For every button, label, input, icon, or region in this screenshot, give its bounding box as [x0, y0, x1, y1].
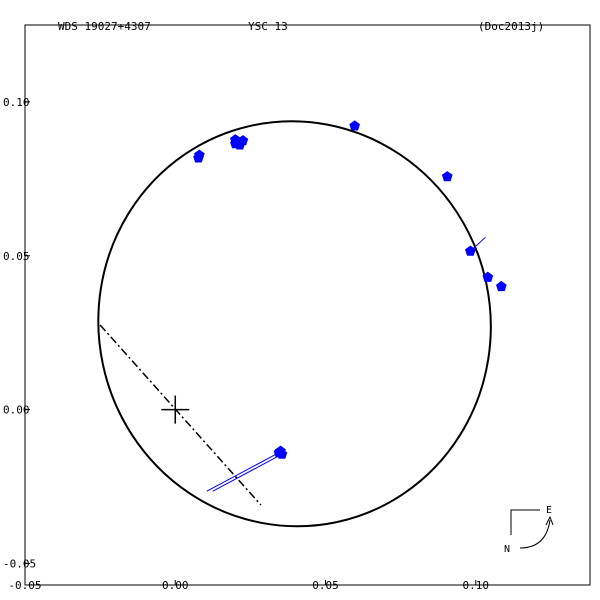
header-discoverer-label: YSC 13 — [248, 20, 288, 33]
compass-axes — [510, 509, 540, 535]
residual-line — [206, 452, 280, 492]
orbit-ellipse — [97, 120, 492, 528]
y-tick-label: -0.05 — [3, 557, 36, 570]
observation-point — [465, 245, 476, 256]
observation-point — [349, 120, 360, 131]
header-wds-label: WDS 19027+4307 — [58, 20, 151, 33]
observation-point — [441, 171, 453, 182]
y-tick-label: 0.10 — [3, 96, 30, 109]
observation-point — [496, 280, 507, 292]
plot-frame — [24, 24, 591, 586]
residual-line — [212, 453, 283, 492]
observation-point — [194, 149, 205, 160]
header-reference-label: (Doc2013j) — [478, 20, 544, 33]
compass-east-label: E — [546, 505, 552, 516]
x-axis-ticks: -0.05 0.00 0.05 0.10 — [8, 579, 489, 592]
residual-lines — [206, 236, 486, 492]
observation-point — [482, 271, 494, 282]
x-tick-label: 0.10 — [463, 579, 490, 592]
observation-points — [193, 120, 507, 459]
compass: E N — [504, 505, 554, 555]
y-axis-ticks: 0.10 0.05 0.00 -0.05 — [3, 96, 36, 571]
y-tick-label: 0.05 — [3, 250, 30, 263]
x-tick-label: 0.05 — [312, 579, 339, 592]
compass-arrowhead — [545, 515, 554, 526]
observation-point — [275, 445, 286, 456]
compass-arrow — [519, 519, 551, 549]
observation-point — [230, 134, 241, 145]
compass-north-label: N — [504, 544, 510, 555]
y-tick-label: 0.00 — [3, 404, 30, 417]
primary-star-cross — [161, 395, 190, 424]
x-tick-label: -0.05 — [8, 579, 41, 592]
x-tick-label: 0.00 — [162, 579, 189, 592]
